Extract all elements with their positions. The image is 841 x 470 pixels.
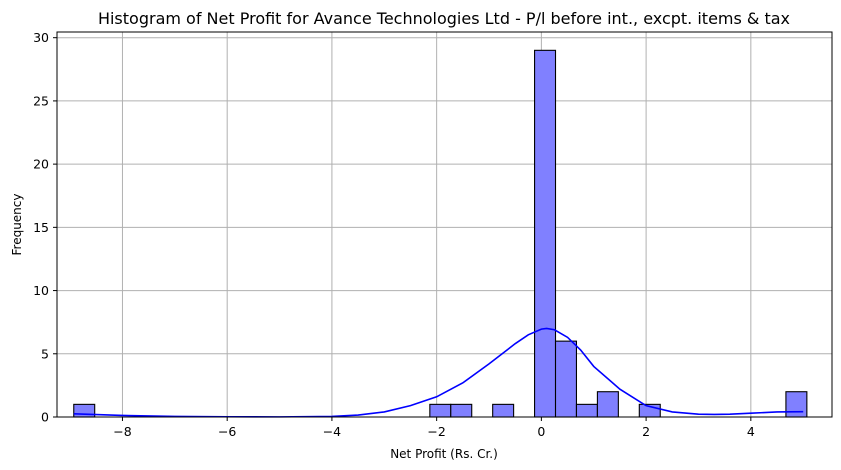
chart-title: Histogram of Net Profit for Avance Techn… (98, 9, 790, 28)
x-tick-label: −8 (113, 424, 131, 439)
histogram-bar (575, 403, 598, 418)
y-tick-label: 30 (33, 30, 49, 45)
x-axis-label: Net Profit (Rs. Cr.) (390, 447, 498, 461)
histogram-bar (534, 49, 557, 418)
x-tick-label: −2 (427, 424, 445, 439)
histogram-bar (492, 403, 515, 418)
histogram-bar (596, 391, 619, 418)
axis-ticks: −8 −6 −4 −2 0 2 4 0 5 10 15 20 25 30 (33, 30, 755, 439)
histogram-bar (785, 391, 808, 418)
histogram-bar (429, 403, 452, 418)
y-tick-label: 5 (41, 346, 49, 361)
x-tick-label: 0 (537, 424, 545, 439)
y-tick-label: 10 (33, 283, 49, 298)
kde-curve (73, 327, 804, 418)
histogram-bar (554, 340, 578, 418)
x-tick-label: −4 (323, 424, 341, 439)
y-tick-label: 25 (33, 93, 49, 108)
y-tick-label: 20 (33, 157, 49, 172)
y-axis-label: Frequency (10, 194, 24, 256)
histogram-bars (73, 49, 808, 418)
x-tick-label: 4 (747, 424, 755, 439)
histogram-bar (450, 403, 473, 418)
y-tick-label: 15 (33, 220, 49, 235)
x-tick-label: 2 (642, 424, 650, 439)
y-tick-label: 0 (41, 410, 49, 425)
grid (57, 32, 832, 418)
x-tick-label: −6 (218, 424, 236, 439)
plot-frame (56, 31, 833, 418)
